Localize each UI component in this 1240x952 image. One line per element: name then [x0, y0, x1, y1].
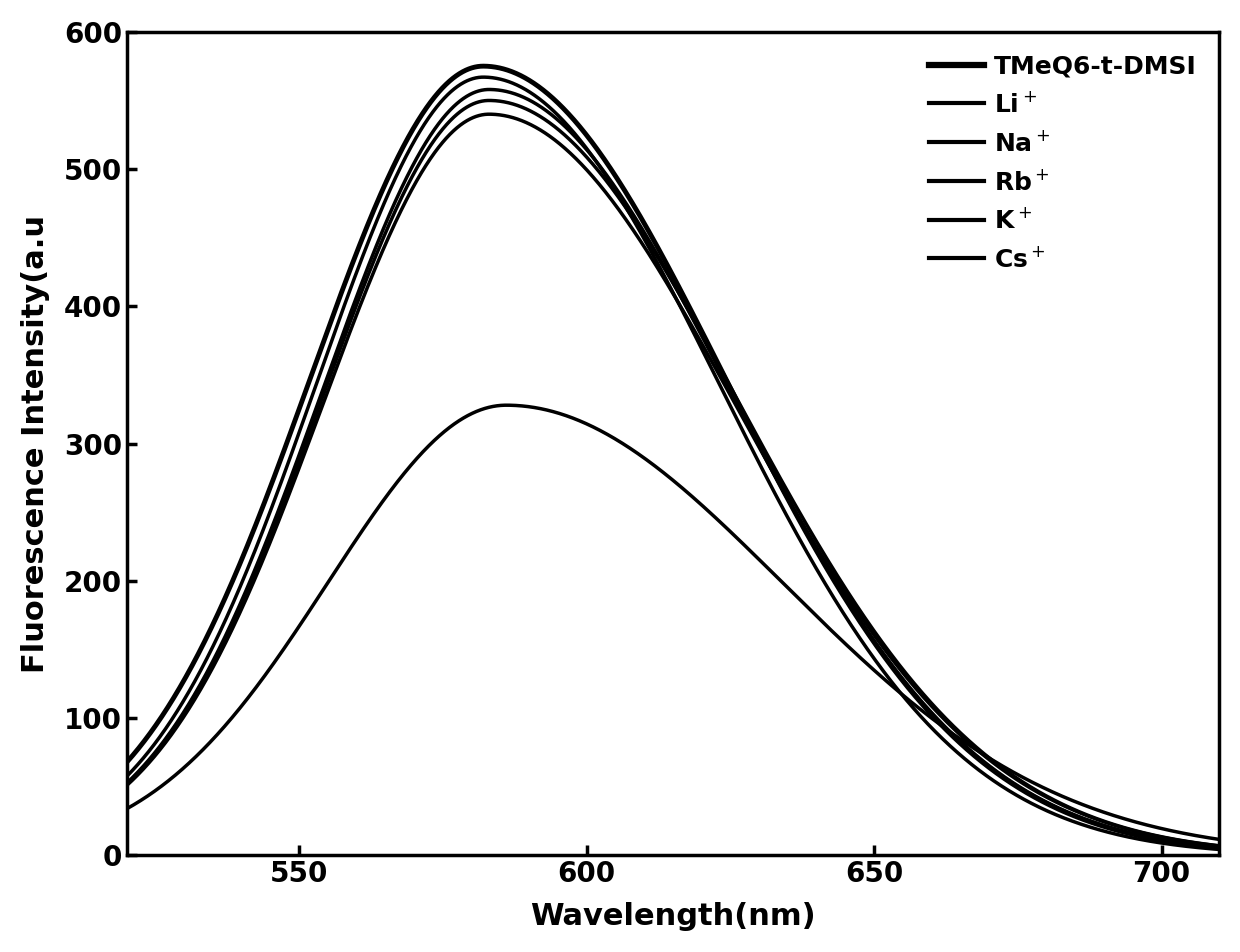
Y-axis label: Fluorescence Intensity(a.u: Fluorescence Intensity(a.u [21, 214, 50, 673]
X-axis label: Wavelength(nm): Wavelength(nm) [531, 902, 816, 931]
Legend: TMeQ6-t-DMSI, Li$^+$, Na$^+$, Rb$^+$, K$^+$, Cs$^+$: TMeQ6-t-DMSI, Li$^+$, Na$^+$, Rb$^+$, K$… [919, 45, 1207, 282]
